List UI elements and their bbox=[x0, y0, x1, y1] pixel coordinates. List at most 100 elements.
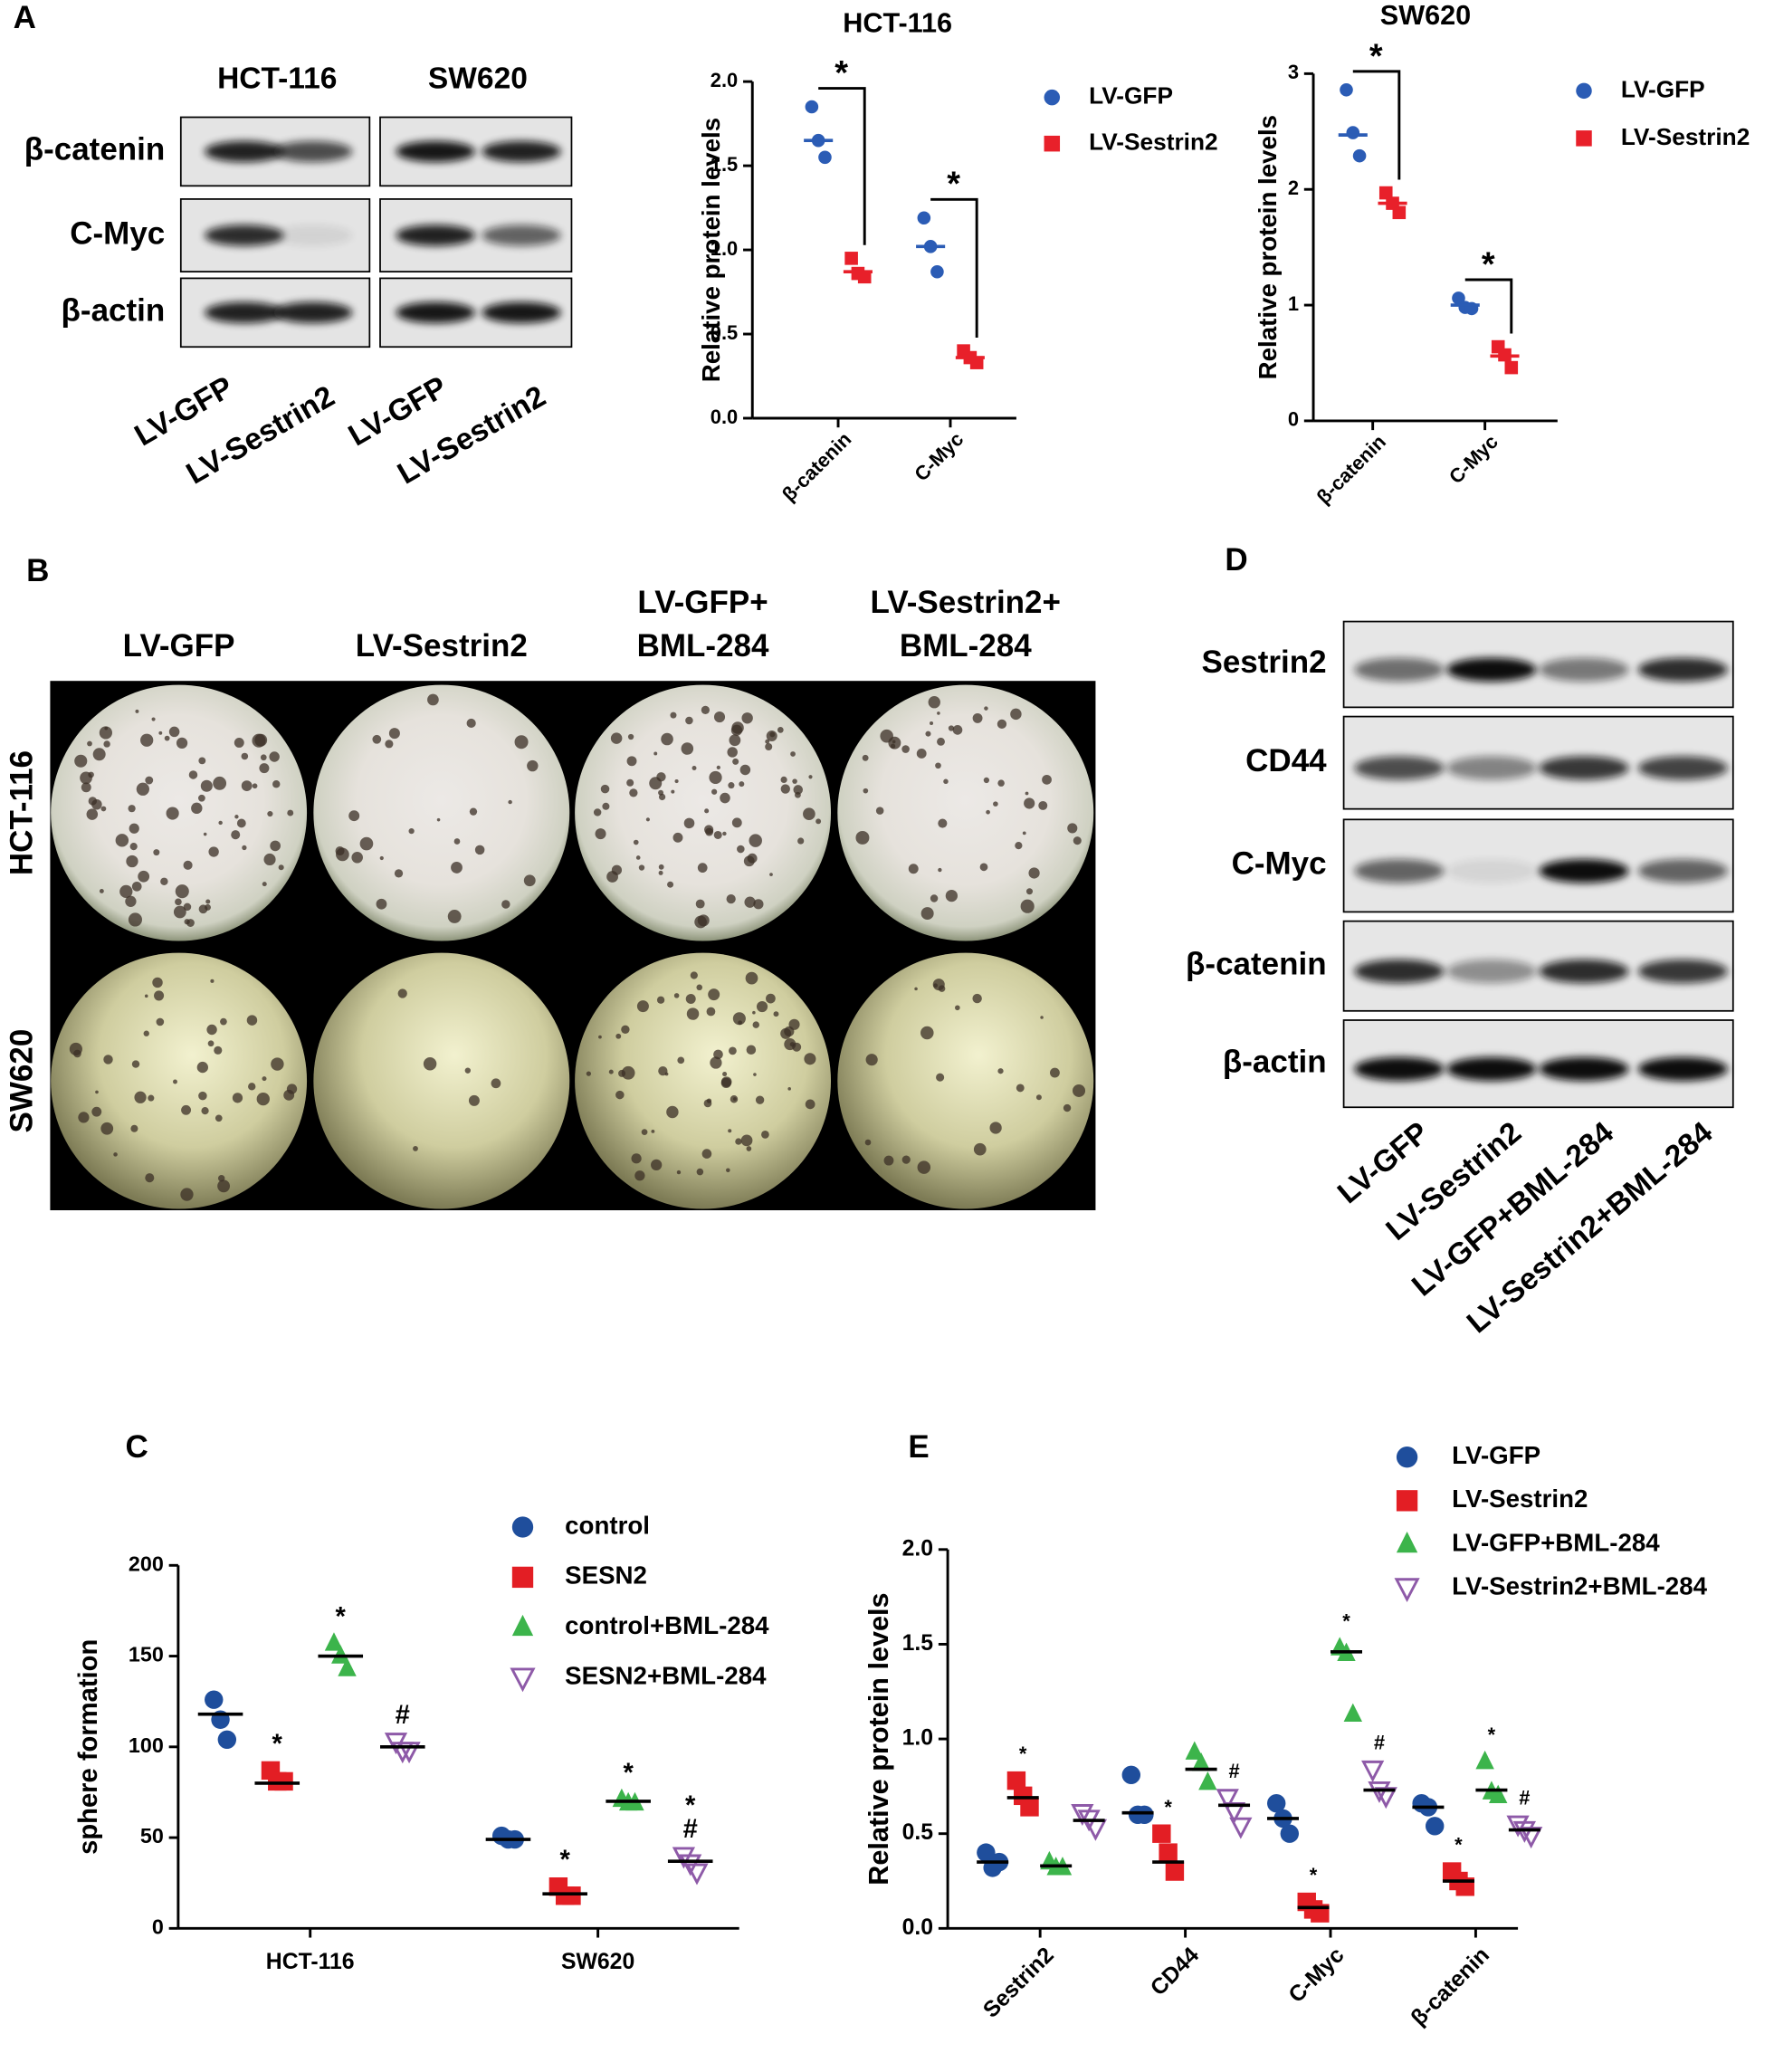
significance-label: * bbox=[559, 1846, 570, 1875]
data-point bbox=[1222, 1801, 1246, 1824]
sphere bbox=[514, 735, 529, 750]
sphere bbox=[694, 915, 707, 929]
sphere bbox=[598, 1035, 602, 1039]
sphere bbox=[651, 1159, 663, 1171]
sphere bbox=[527, 759, 539, 772]
sphere bbox=[713, 830, 722, 840]
blot-band bbox=[1354, 756, 1445, 780]
sphere bbox=[259, 763, 270, 774]
blot-band bbox=[205, 224, 284, 246]
sphere bbox=[720, 792, 730, 804]
blot-band bbox=[482, 224, 561, 246]
x-tick-label: HCT-116 bbox=[266, 1950, 355, 1974]
y-tick-label: 0.5 bbox=[902, 1820, 934, 1845]
legend-label: SESN2+BML-284 bbox=[565, 1662, 767, 1690]
sphere bbox=[606, 871, 618, 883]
sphere bbox=[263, 853, 276, 866]
data-point bbox=[1267, 1794, 1286, 1813]
sphere bbox=[436, 817, 441, 822]
sphere bbox=[183, 902, 192, 912]
sphere bbox=[945, 889, 958, 902]
sphere bbox=[726, 1168, 730, 1173]
sphere bbox=[523, 874, 536, 887]
sphere bbox=[855, 830, 870, 845]
blot-band bbox=[482, 301, 561, 323]
sphere bbox=[131, 1060, 140, 1068]
sphere bbox=[952, 725, 963, 735]
sphere bbox=[752, 1021, 760, 1028]
sphere bbox=[656, 772, 666, 782]
sphere bbox=[641, 1129, 648, 1135]
x-tick-label: C-Myc bbox=[1445, 430, 1502, 488]
sphere bbox=[671, 789, 675, 794]
data-point bbox=[1191, 1752, 1211, 1771]
sphere bbox=[453, 838, 461, 845]
sphere bbox=[943, 778, 949, 785]
data-point bbox=[1343, 1703, 1362, 1723]
x-tick-label: β-catenin bbox=[1312, 430, 1390, 508]
sphere bbox=[792, 778, 797, 784]
blot-band bbox=[205, 301, 284, 323]
data-point bbox=[1121, 1765, 1140, 1785]
sphere bbox=[262, 882, 267, 887]
legend-label: LV-GFP bbox=[1452, 1441, 1540, 1469]
sphere bbox=[160, 877, 168, 886]
sphere bbox=[1016, 1084, 1025, 1093]
sphere bbox=[198, 1091, 207, 1101]
y-tick-label: 3 bbox=[1288, 61, 1299, 83]
sphere bbox=[989, 1122, 1002, 1134]
x-tick-label: C-Myc bbox=[910, 427, 968, 485]
sphere bbox=[271, 1057, 284, 1071]
sphere bbox=[777, 727, 784, 733]
sphere bbox=[890, 743, 896, 749]
sphere bbox=[130, 1124, 138, 1132]
sphere-well bbox=[837, 684, 1094, 941]
sphere bbox=[749, 834, 762, 847]
sphere bbox=[180, 1188, 194, 1201]
sphere bbox=[252, 733, 266, 748]
sphere bbox=[635, 855, 641, 860]
sphere bbox=[100, 1122, 114, 1135]
sphere bbox=[685, 716, 693, 725]
sphere bbox=[744, 896, 756, 908]
sphere bbox=[997, 1068, 1004, 1074]
sphere bbox=[145, 776, 154, 785]
sphere bbox=[464, 1067, 471, 1074]
sphere bbox=[726, 893, 736, 904]
blot-band bbox=[1637, 1056, 1728, 1082]
x-tick-label: C-Myc bbox=[1284, 1943, 1350, 2008]
sphere bbox=[731, 817, 742, 828]
panel-label: C bbox=[126, 1429, 148, 1465]
significance-label: * bbox=[1454, 1834, 1463, 1857]
sphere bbox=[697, 863, 708, 874]
sphere bbox=[883, 1155, 894, 1166]
legend-marker bbox=[1396, 1531, 1418, 1553]
row-label: C-Myc bbox=[70, 215, 165, 251]
y-tick-label: 1.0 bbox=[902, 1726, 933, 1751]
sphere bbox=[1073, 836, 1082, 845]
blot-band bbox=[1446, 959, 1537, 984]
data-point bbox=[857, 270, 872, 284]
sphere bbox=[1010, 708, 1022, 721]
sphere bbox=[272, 780, 281, 788]
sphere bbox=[670, 711, 677, 719]
blot-band bbox=[396, 301, 475, 323]
sphere bbox=[793, 785, 804, 795]
y-axis-label: Relative protein levels bbox=[863, 1592, 894, 1885]
sphere bbox=[175, 898, 182, 906]
sphere bbox=[661, 732, 673, 746]
sphere bbox=[231, 830, 241, 840]
sphere bbox=[248, 1083, 256, 1091]
sphere bbox=[769, 873, 773, 876]
data-point bbox=[1452, 291, 1465, 305]
column-label: LV-Sestrin2+ bbox=[871, 585, 1061, 620]
sphere bbox=[701, 1149, 712, 1159]
data-point bbox=[1280, 1824, 1299, 1843]
legend-label: control bbox=[565, 1511, 650, 1539]
sphere bbox=[1042, 774, 1052, 785]
sphere bbox=[979, 863, 988, 872]
sphere bbox=[920, 1026, 934, 1040]
y-tick-label: 0.0 bbox=[902, 1915, 933, 1940]
sphere bbox=[423, 1057, 437, 1071]
